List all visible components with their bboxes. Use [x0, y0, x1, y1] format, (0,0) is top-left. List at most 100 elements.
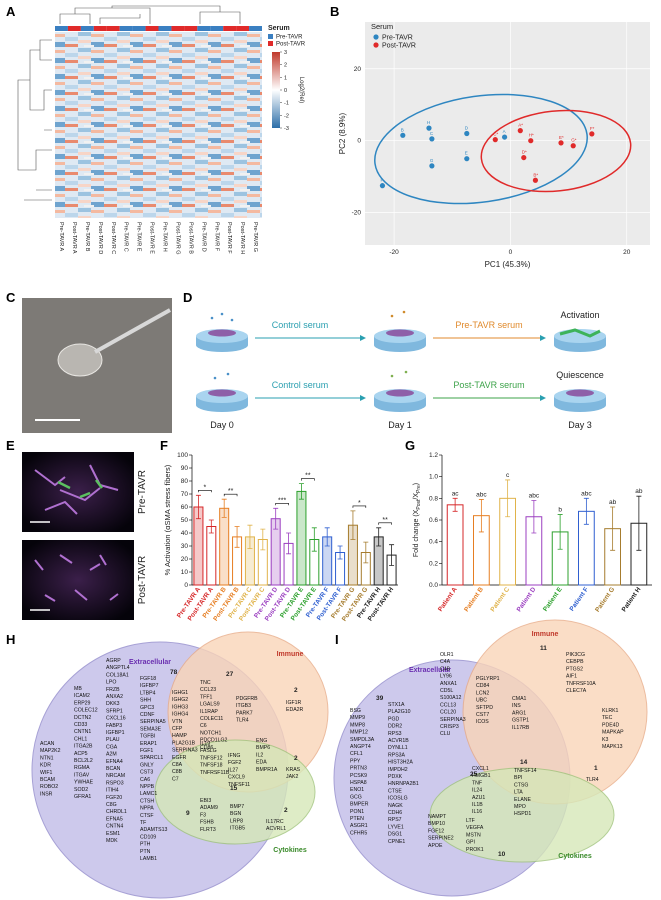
- error-bar: [505, 479, 511, 518]
- venn-circle: [429, 767, 615, 863]
- point-label: G*: [571, 138, 577, 143]
- column-annotation: [236, 26, 250, 31]
- error-bar: [389, 544, 395, 566]
- gene: PROK1: [466, 847, 484, 853]
- x-tick-label: Patient H: [621, 586, 643, 613]
- gene: ASGR1: [350, 823, 368, 829]
- gene: UBC: [476, 698, 487, 704]
- gene: PON1: [350, 809, 364, 815]
- gene: TFF1: [200, 694, 213, 700]
- gene: PTEN: [350, 816, 364, 822]
- gene: NPPA: [140, 806, 154, 812]
- y-tick-label: 40: [181, 530, 189, 537]
- panel-letter: G: [405, 438, 415, 453]
- dish: [196, 389, 248, 412]
- gene: ARG1: [512, 710, 526, 716]
- column-label: Post-TAVR E: [149, 222, 155, 254]
- y-tick-label: 20: [181, 556, 189, 563]
- gene: ICOSLG: [388, 796, 408, 802]
- gene: CXCL16: [106, 716, 126, 722]
- bar: [219, 507, 230, 586]
- gene: FSHB: [200, 820, 214, 826]
- gene: PCSK9: [350, 773, 367, 779]
- gene: ROBO2: [40, 784, 58, 790]
- column-label: Post-TAVR C: [110, 222, 116, 254]
- pre-ellipse: [374, 93, 588, 205]
- gene: PIK3CG: [566, 652, 585, 658]
- gene: PTGS2: [566, 666, 583, 672]
- column-dendrogram: [59, 5, 241, 24]
- gene: ERP29: [74, 700, 91, 706]
- colorbar-tick-label: -2: [284, 113, 289, 119]
- legend-marker: [373, 34, 379, 40]
- gene: HSPD1: [514, 811, 531, 817]
- gene: CA6: [140, 777, 150, 783]
- gene: INSR: [40, 791, 53, 797]
- gene: GCG: [350, 794, 362, 800]
- gene: PGD: [388, 716, 399, 722]
- gene: SEMA3E: [140, 726, 162, 732]
- gene: CFHR5: [350, 830, 367, 836]
- gene: ITGA2B: [74, 744, 93, 750]
- point-label: F: [380, 178, 383, 183]
- gene: CDNF: [140, 712, 154, 718]
- gene: TLR4: [586, 777, 599, 783]
- gene: CD33: [74, 722, 87, 728]
- gene: CNTN1: [74, 729, 91, 735]
- gene: IL27: [228, 767, 238, 773]
- fibers: [57, 479, 103, 499]
- gene: TNFSF12: [200, 755, 223, 761]
- image-label: Pre-TAVR: [137, 470, 148, 514]
- gene: TNF: [472, 780, 482, 786]
- gene: KDR: [40, 763, 51, 769]
- column-annotation: [197, 26, 211, 31]
- gene: IL24: [472, 788, 482, 794]
- y-tick-label: 1.0: [429, 474, 438, 481]
- error-bar: [311, 527, 317, 552]
- error-bar: [337, 545, 343, 560]
- legend-marker: [373, 42, 379, 48]
- gene: OLR1: [440, 652, 454, 658]
- column-annotation: [132, 26, 146, 31]
- image: [22, 452, 134, 532]
- gene: IL1RAP: [200, 709, 218, 715]
- gene: MDK: [106, 838, 118, 844]
- gene: ITGB3: [236, 703, 251, 709]
- point: [464, 130, 470, 137]
- point-label: G: [430, 158, 434, 163]
- dish: [374, 329, 426, 352]
- point-label: A*: [518, 123, 523, 128]
- column-annotation: [210, 26, 224, 31]
- scaffold: [57, 343, 103, 377]
- region-count: 15: [230, 785, 238, 792]
- gene: RPS7: [388, 817, 402, 823]
- y-tick-label: 90: [181, 465, 189, 472]
- y-tick-label: 0.4: [429, 539, 438, 546]
- post-ellipse: [480, 109, 632, 193]
- gene: PDE4D: [602, 722, 620, 728]
- gene: ACVR1B: [388, 738, 409, 744]
- legend-label: Pre-TAVR: [382, 35, 413, 42]
- error-bar: [247, 524, 253, 549]
- region-count: 9: [186, 810, 190, 817]
- significance-letter: abc: [581, 490, 592, 497]
- x-tick-label: Patient D: [516, 586, 538, 613]
- gene: BMP7: [230, 804, 244, 810]
- label: Activation: [560, 310, 599, 320]
- region-count: 11: [540, 645, 547, 652]
- column-annotation: [184, 26, 198, 31]
- point-label: E*: [559, 135, 564, 140]
- gene: CTSF: [140, 813, 154, 819]
- colorbar-tick-label: 3: [284, 50, 287, 56]
- gene: NTN1: [40, 755, 54, 761]
- gene: FRZB: [106, 687, 120, 693]
- region-count: 2: [294, 755, 298, 762]
- gene: TNFSF18: [200, 763, 223, 769]
- panel-letter: I: [335, 632, 339, 647]
- column-annotation: [119, 26, 133, 31]
- y-tick-label: 20: [354, 66, 362, 73]
- column-label: Pre-TAVR F: [213, 222, 219, 252]
- colorbar-tick-label: -3: [284, 126, 289, 132]
- gene: RPS3A: [388, 752, 406, 758]
- gene: IL17RC: [266, 819, 284, 825]
